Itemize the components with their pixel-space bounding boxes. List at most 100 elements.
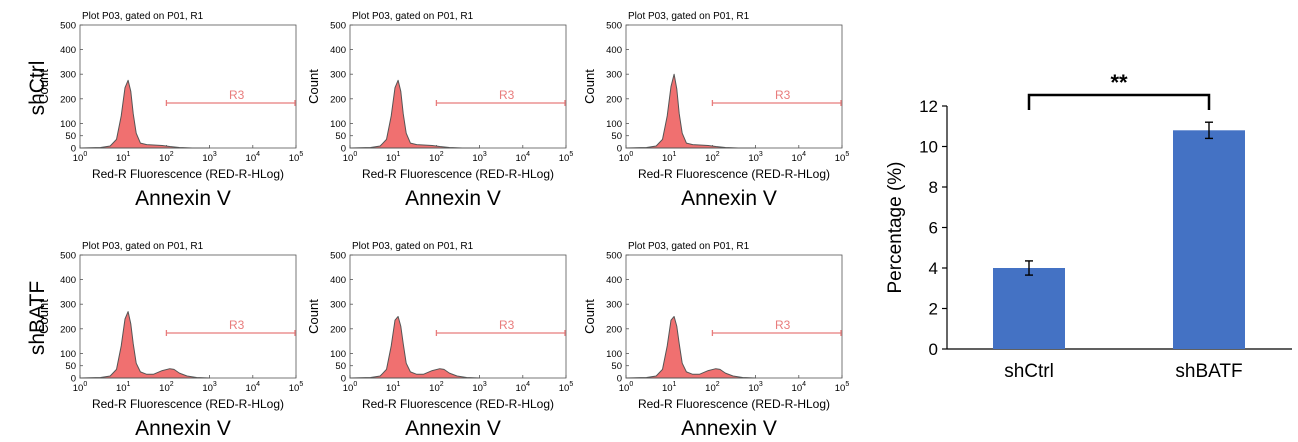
x-tick-exponent: 4 [526,381,530,388]
y-tick-label: 200 [606,94,622,105]
x-tick-base: 10 [289,383,300,394]
x-tick-base: 10 [73,153,84,164]
histogram-panel: Plot P03, gated on P01, R150040030020010… [582,11,849,210]
y-tick-label: 400 [60,45,76,56]
x-tick-label: 100 [343,381,358,394]
x-tick-exponent: 0 [629,151,633,158]
y-tick-label: 0 [617,374,622,385]
histogram-area [625,73,757,149]
x-tick-exponent: 1 [397,381,401,388]
x-tick-exponent: 3 [213,151,217,158]
x-tick-label: 103 [472,381,487,394]
x-tick-base: 10 [619,383,630,394]
x-tick-exponent: 5 [569,151,573,158]
x-tick-label: 104 [792,381,807,394]
x-tick-exponent: 0 [353,151,357,158]
x-tick-base: 10 [246,383,257,394]
x-tick-label: 104 [246,381,261,394]
x-tick-exponent: 4 [526,151,530,158]
x-tick-base: 10 [516,383,527,394]
x-axis-title: Red-R Fluorescence (RED-R-HLog) [92,397,284,411]
y-axis-title: Count [36,299,51,334]
x-tick-exponent: 3 [213,381,217,388]
x-tick-exponent: 2 [170,151,174,158]
y-axis-title: Count [582,69,597,104]
x-tick-exponent: 3 [483,151,487,158]
plot-title: Plot P03, gated on P01, R1 [82,11,204,22]
x-tick-label: 102 [429,381,444,394]
histogram-panel: Plot P03, gated on P01, R150040030020010… [582,241,849,440]
gate-label: R3 [229,318,245,332]
plot-frame [349,254,567,379]
x-tick-label: 100 [73,381,88,394]
x-tick-base: 10 [73,383,84,394]
x-tick-exponent: 1 [673,151,677,158]
x-tick-label: 104 [516,151,531,164]
y-tick-label: 400 [60,275,76,286]
row-label-shbatf: shBATF [26,281,49,355]
gate-label: R3 [775,88,791,102]
x-tick-base: 10 [792,153,803,164]
x-tick-label: 105 [289,151,304,164]
y-axis-title: Count [36,69,51,104]
x-tick-base: 10 [429,383,440,394]
x-tick-exponent: 4 [256,381,260,388]
x-tick-label: 104 [516,381,531,394]
panel-caption: Annexin V [135,187,231,210]
x-tick-label: 101 [662,381,677,394]
y-tick-label: 100 [60,349,76,360]
x-tick-exponent: 3 [483,381,487,388]
x-tick-label: 104 [246,151,261,164]
y-tick-label: 0 [71,144,76,155]
x-tick-base: 10 [705,153,716,164]
y-tick-label: 400 [606,275,622,286]
x-tick-label: 100 [619,151,634,164]
y-tick-label: 50 [65,361,76,372]
x-tick-base: 10 [246,153,257,164]
bar-y-tick-label: 10 [919,138,938,157]
y-tick-label: 200 [330,324,346,335]
x-tick-base: 10 [559,153,570,164]
y-tick-label: 50 [335,361,346,372]
panel-caption: Annexin V [681,417,777,440]
x-tick-exponent: 0 [629,381,633,388]
x-tick-label: 102 [159,151,174,164]
x-tick-label: 101 [116,381,131,394]
x-tick-exponent: 4 [256,151,260,158]
histogram-area [349,316,481,379]
plot-title: Plot P03, gated on P01, R1 [352,241,474,252]
x-tick-label: 101 [662,151,677,164]
x-tick-base: 10 [748,383,759,394]
x-tick-label: 101 [386,381,401,394]
x-tick-label: 105 [559,381,574,394]
histogram-area [625,316,757,379]
gate-label: R3 [775,318,791,332]
x-tick-base: 10 [792,383,803,394]
plot-title: Plot P03, gated on P01, R1 [628,11,750,22]
x-tick-base: 10 [159,153,170,164]
x-tick-base: 10 [159,383,170,394]
x-tick-exponent: 2 [440,381,444,388]
x-tick-exponent: 0 [83,381,87,388]
x-tick-exponent: 5 [299,381,303,388]
x-tick-label: 100 [343,151,358,164]
bar-y-tick-label: 0 [929,340,938,359]
x-tick-base: 10 [386,383,397,394]
x-tick-label: 101 [116,151,131,164]
plot-title: Plot P03, gated on P01, R1 [628,241,750,252]
x-tick-exponent: 1 [397,151,401,158]
x-tick-label: 103 [472,151,487,164]
histogram-panel: Plot P03, gated on P01, R150040030020010… [36,11,303,210]
y-tick-label: 100 [606,119,622,130]
x-tick-base: 10 [202,153,213,164]
y-tick-label: 300 [330,70,346,81]
x-tick-label: 102 [159,381,174,394]
x-tick-base: 10 [835,153,846,164]
y-tick-label: 100 [606,349,622,360]
bar-y-axis-title: Percentage (%) [885,161,906,293]
y-axis-title: Count [582,299,597,334]
bar-shbatf [1173,130,1245,349]
y-tick-label: 300 [606,300,622,311]
x-tick-base: 10 [386,153,397,164]
x-tick-base: 10 [472,153,483,164]
